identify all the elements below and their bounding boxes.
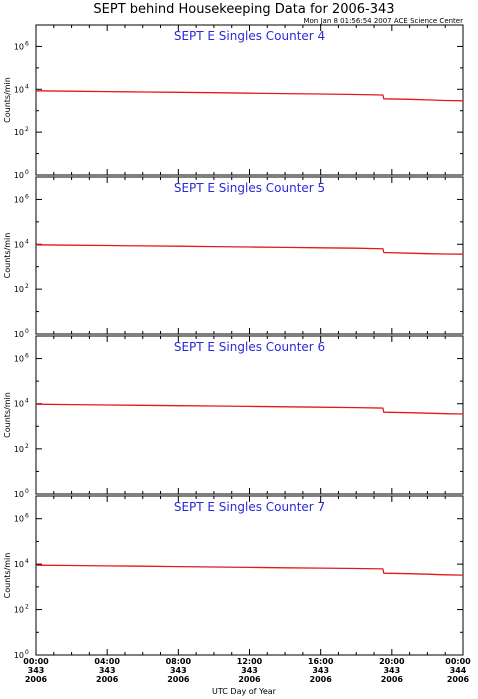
y-axis-title: Counts/min xyxy=(3,553,12,599)
y-tick-label: 10 xyxy=(14,445,24,454)
x-tick-label: 344 xyxy=(450,666,467,675)
series-line xyxy=(35,244,464,255)
y-tick-label: 10 xyxy=(14,560,24,569)
x-tick-label: 343 xyxy=(170,666,187,675)
y-tick-label: 10 xyxy=(14,606,24,615)
y-tick-exponent: 6 xyxy=(25,513,29,520)
x-tick-label: 343 xyxy=(99,666,116,675)
y-tick-exponent: 4 xyxy=(25,238,29,245)
y-tick-exponent: 0 xyxy=(25,328,29,335)
y-tick-exponent: 2 xyxy=(25,126,29,133)
y-tick-label: 10 xyxy=(14,400,24,409)
plot-frame xyxy=(35,495,464,656)
x-tick-label: 20:00 xyxy=(379,657,405,666)
y-tick-label: 10 xyxy=(14,42,24,51)
y-tick-label: 10 xyxy=(14,285,24,294)
figure-title: SEPT behind Housekeeping Data for 2006-3… xyxy=(93,2,394,17)
y-tick-exponent: 4 xyxy=(25,558,29,565)
y-tick-label: 10 xyxy=(14,330,24,339)
x-tick-label: 00:00 xyxy=(23,657,49,666)
panel-title: SEPT E Singles Counter 7 xyxy=(174,500,325,514)
y-tick-exponent: 4 xyxy=(25,398,29,405)
y-tick-exponent: 6 xyxy=(25,40,29,47)
x-tick-label: 2006 xyxy=(96,675,119,684)
x-tick-label: 2006 xyxy=(310,675,333,684)
x-tick-label: 00:00 xyxy=(445,657,471,666)
x-tick-label: 2006 xyxy=(381,675,404,684)
y-tick-label: 10 xyxy=(14,355,24,364)
x-tick-label: 2006 xyxy=(167,675,190,684)
plot-frame xyxy=(35,176,464,335)
series-line xyxy=(35,403,464,415)
y-tick-label: 10 xyxy=(14,195,24,204)
y-tick-label: 10 xyxy=(14,490,24,499)
x-tick-label: 08:00 xyxy=(166,657,192,666)
y-axis-title: Counts/min xyxy=(3,233,12,279)
y-tick-label: 10 xyxy=(14,515,24,524)
y-tick-label: 10 xyxy=(14,85,24,94)
y-tick-exponent: 0 xyxy=(25,488,29,495)
y-tick-exponent: 0 xyxy=(25,169,29,176)
x-tick-label: 343 xyxy=(28,666,45,675)
panel-title: SEPT E Singles Counter 4 xyxy=(174,29,325,43)
x-tick-label: 2006 xyxy=(25,675,48,684)
y-tick-exponent: 2 xyxy=(25,443,29,450)
y-tick-label: 10 xyxy=(14,651,24,660)
plot-frame xyxy=(35,335,464,495)
y-tick-exponent: 2 xyxy=(25,283,29,290)
y-tick-exponent: 2 xyxy=(25,604,29,611)
y-tick-exponent: 6 xyxy=(25,193,29,200)
series-line xyxy=(35,564,464,576)
x-axis-labels: 00:00343200604:00343200608:00343200612:0… xyxy=(23,657,471,684)
x-tick-label: 2006 xyxy=(447,675,470,684)
series-line xyxy=(35,90,464,102)
y-tick-exponent: 6 xyxy=(25,353,29,360)
y-tick-label: 10 xyxy=(14,240,24,249)
timestamp-label: Mon Jan 8 01:56:54 2007 ACE Science Cent… xyxy=(303,17,463,25)
x-tick-label: 343 xyxy=(312,666,329,675)
y-axis-title: Counts/min xyxy=(3,77,12,123)
plot-frame xyxy=(35,24,464,176)
x-tick-label: 04:00 xyxy=(94,657,120,666)
x-tick-label: 12:00 xyxy=(237,657,263,666)
y-tick-exponent: 4 xyxy=(25,83,29,90)
x-tick-label: 343 xyxy=(241,666,258,675)
x-tick-label: 2006 xyxy=(238,675,261,684)
y-tick-label: 10 xyxy=(14,128,24,137)
y-axis-title: Counts/min xyxy=(3,392,12,438)
panel-title: SEPT E Singles Counter 6 xyxy=(174,340,325,354)
x-tick-label: 343 xyxy=(383,666,400,675)
x-axis-title: UTC Day of Year xyxy=(212,687,277,696)
y-tick-exponent: 0 xyxy=(25,649,29,656)
x-tick-label: 16:00 xyxy=(308,657,334,666)
y-tick-label: 10 xyxy=(14,171,24,180)
panel-title: SEPT E Singles Counter 5 xyxy=(174,181,325,195)
